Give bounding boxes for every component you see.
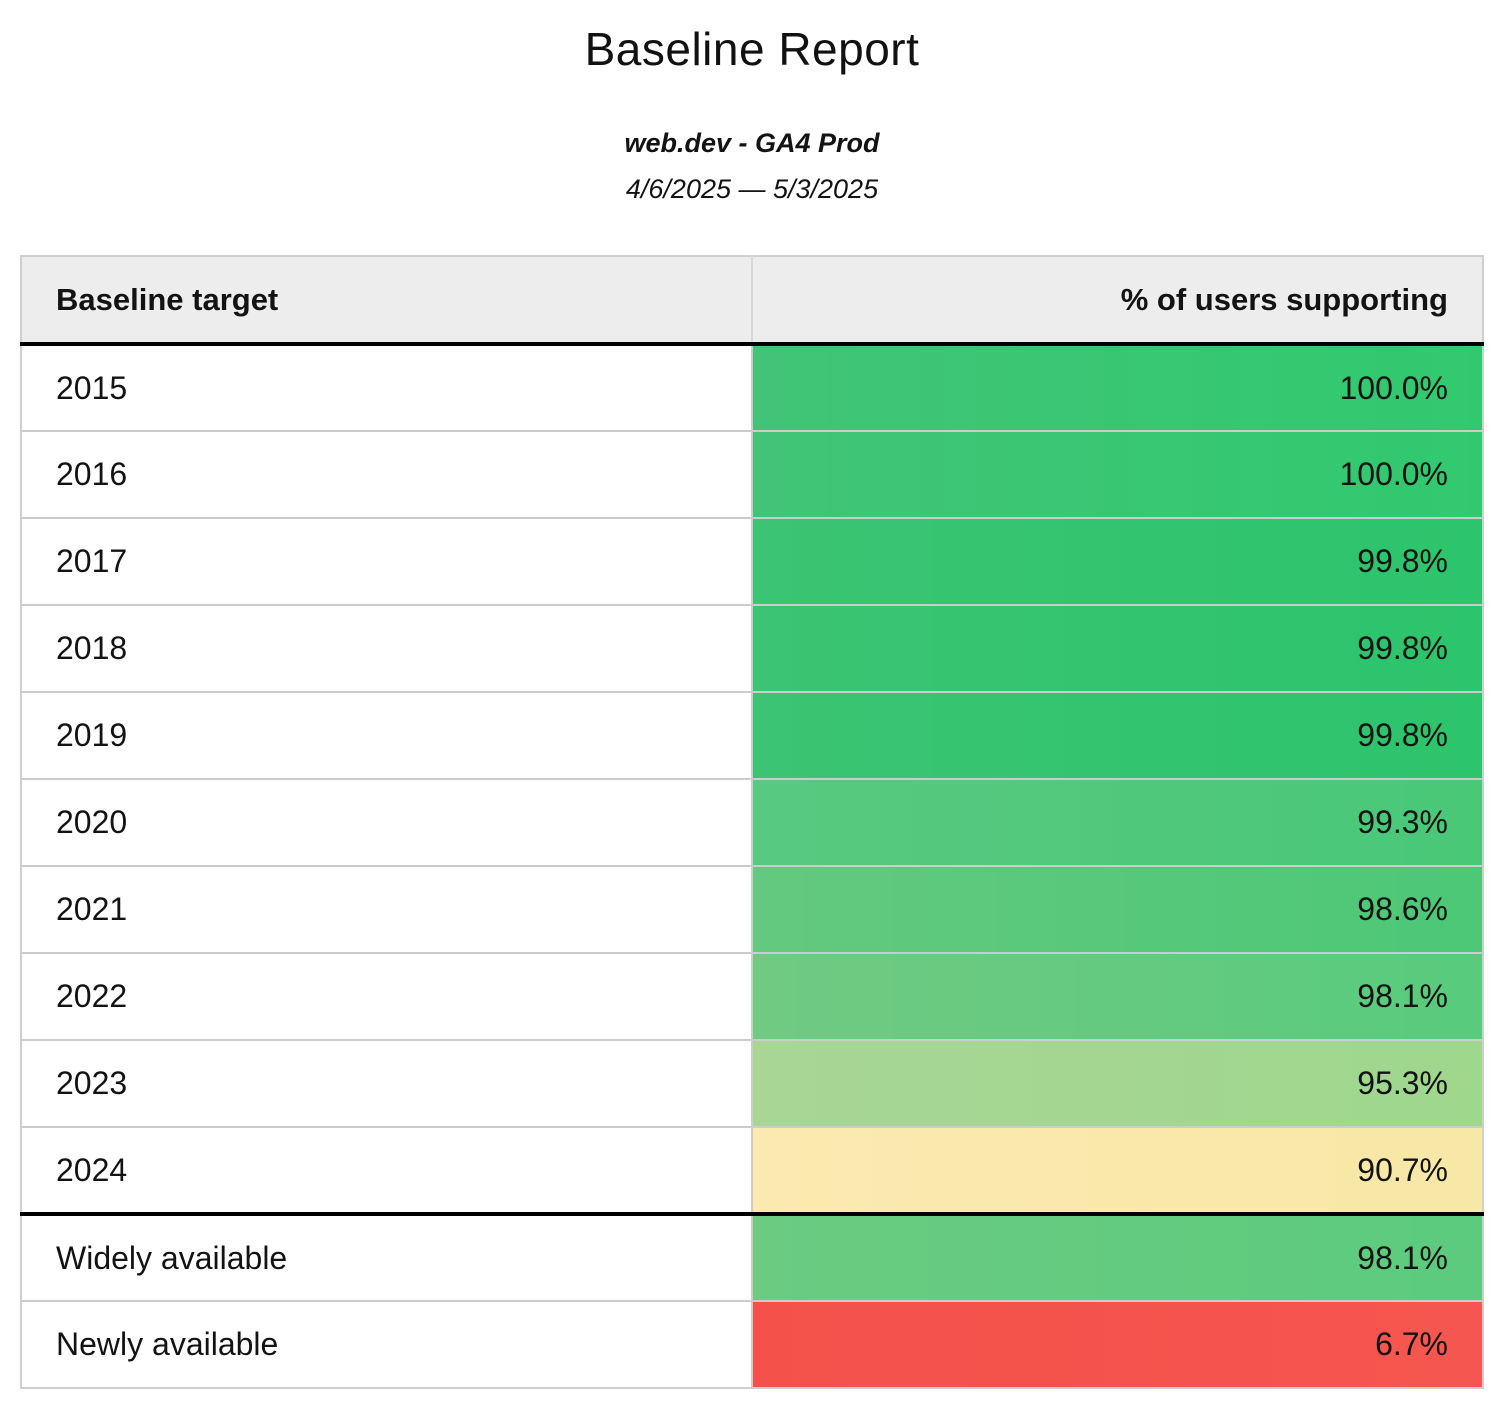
baseline-target-cell: Widely available — [21, 1212, 753, 1301]
report-subtitle: web.dev - GA4 Prod — [624, 128, 880, 158]
table-row: Widely available 98.1% — [21, 1212, 1483, 1301]
table-row: 2021 98.6% — [21, 865, 1483, 953]
baseline-target-cell: 2022 — [21, 952, 753, 1040]
page-title: Baseline Report — [584, 23, 920, 75]
table-row: 2022 98.1% — [21, 952, 1483, 1040]
table-body: 2015 100.0% 2016 100.0% 2017 99.8% 2018 99.8% 20… — [21, 343, 1483, 1388]
table-row: 2020 99.3% — [21, 778, 1483, 866]
baseline-target-cell: 2024 — [21, 1126, 753, 1214]
table-row: 2016 100.0% — [21, 430, 1483, 518]
percent-supporting-cell: 6.7% — [752, 1300, 1483, 1388]
table-row: 2024 90.7% — [21, 1126, 1483, 1214]
percent-supporting-cell: 90.7% — [752, 1126, 1483, 1214]
percent-supporting-cell: 98.1% — [752, 1212, 1483, 1301]
percent-supporting-cell: 99.8% — [752, 517, 1483, 605]
table-header-row: Baseline target % of users supporting — [21, 256, 1483, 346]
percent-supporting-cell: 98.1% — [752, 952, 1483, 1040]
baseline-target-cell: Newly available — [21, 1300, 753, 1388]
baseline-target-cell: 2018 — [21, 604, 753, 692]
table-row: 2018 99.8% — [21, 604, 1483, 692]
baseline-target-cell: 2016 — [21, 430, 753, 518]
report-date-range: 4/6/2025 — 5/3/2025 — [625, 174, 879, 204]
baseline-table: Baseline target % of users supporting 20… — [20, 255, 1484, 1389]
column-header-baseline-target: Baseline target — [21, 256, 753, 346]
table-row: 2015 100.0% — [21, 343, 1483, 431]
baseline-target-cell: 2019 — [21, 691, 753, 779]
baseline-target-cell: 2015 — [21, 343, 753, 431]
percent-supporting-cell: 99.8% — [752, 604, 1483, 692]
baseline-target-cell: 2017 — [21, 517, 753, 605]
column-header-percent-supporting: % of users supporting — [752, 256, 1483, 346]
baseline-target-cell: 2020 — [21, 778, 753, 866]
table-row: 2017 99.8% — [21, 517, 1483, 605]
baseline-target-cell: 2023 — [21, 1039, 753, 1127]
percent-supporting-cell: 99.3% — [752, 778, 1483, 866]
percent-supporting-cell: 98.6% — [752, 865, 1483, 953]
table-row: 2023 95.3% — [21, 1039, 1483, 1127]
percent-supporting-cell: 99.8% — [752, 691, 1483, 779]
percent-supporting-cell: 95.3% — [752, 1039, 1483, 1127]
table-row: Newly available 6.7% — [21, 1300, 1483, 1388]
percent-supporting-cell: 100.0% — [752, 343, 1483, 431]
baseline-target-cell: 2021 — [21, 865, 753, 953]
report-header: Baseline Report web.dev - GA4 Prod 4/6/2… — [0, 22, 1504, 205]
percent-supporting-cell: 100.0% — [752, 430, 1483, 518]
table-row: 2019 99.8% — [21, 691, 1483, 779]
